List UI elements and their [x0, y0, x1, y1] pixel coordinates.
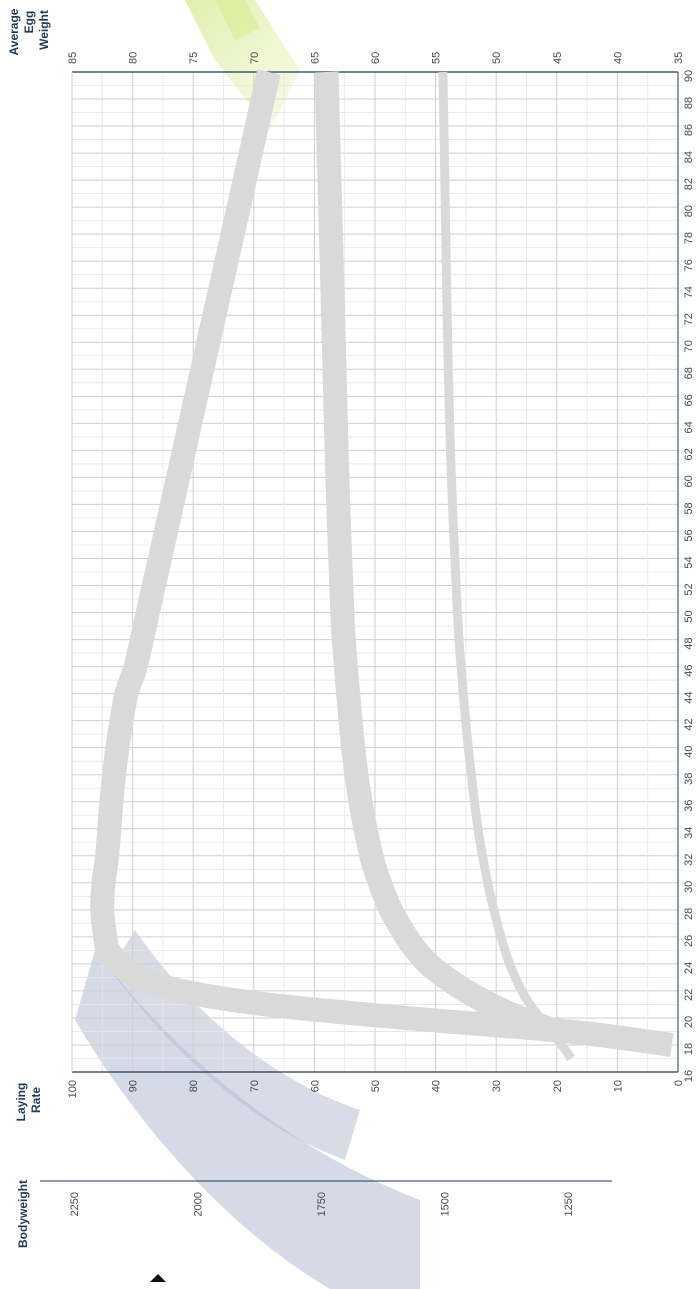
laying-rate-tick-label: 20: [552, 1080, 564, 1092]
laying-rate-tick-label: 40: [431, 1080, 443, 1092]
x-tick-label: 28: [683, 908, 695, 920]
x-tick-label: 84: [683, 151, 695, 163]
laying-rate-tick-label: 30: [491, 1080, 503, 1092]
x-tick-label: 20: [683, 1016, 695, 1028]
x-tick-label: 80: [683, 205, 695, 217]
egg-weight-tick-label: 45: [552, 52, 564, 64]
egg-weight-title-line1: Average: [7, 8, 21, 55]
laying-rate-tick-label: 10: [612, 1080, 624, 1092]
bodyweight-tick-label: 2250: [69, 1192, 81, 1216]
plot-frame: [71, 71, 679, 1073]
x-tick-label: 46: [683, 664, 695, 676]
egg-weight-title-line2: Egg: [22, 11, 36, 34]
x-tick-label: 52: [683, 583, 695, 595]
x-tick-label: 56: [683, 529, 695, 541]
bodyweight-tick-label: 1500: [440, 1192, 452, 1216]
x-tick-label: 40: [683, 746, 695, 758]
egg-weight-tick-label: 50: [491, 52, 503, 64]
x-tick-label: 86: [683, 124, 695, 136]
series-line-1: [90, 69, 674, 1057]
x-tick-label: 60: [683, 475, 695, 487]
egg-weight-tick-label: 70: [249, 52, 261, 64]
x-tick-label: 26: [683, 935, 695, 947]
x-tick-label: 74: [683, 286, 695, 298]
x-tick-label: 82: [683, 178, 695, 190]
x-tick-label: 30: [683, 881, 695, 893]
x-tick-label: 32: [683, 854, 695, 866]
bodyweight-title: Bodyweight: [16, 1180, 30, 1248]
egg-weight-tick-label: 75: [188, 52, 200, 64]
x-tick-label: 34: [683, 827, 695, 839]
x-axis-ticks: 16 18 20 22 24 26 28 30 32 34 36 38 40 42 44 46 48 50 52 54…: [683, 70, 695, 1082]
x-tick-label: 76: [683, 259, 695, 271]
x-tick-label: 58: [683, 502, 695, 514]
x-tick-label: 62: [683, 448, 695, 460]
x-tick-label: 64: [683, 421, 695, 433]
laying-rate-tick-label: 90: [128, 1080, 140, 1092]
laying-rate-ticks: 0 10 20 30 40 50 60 70 80 90 100: [67, 1080, 685, 1098]
egg-weight-tick-label: 40: [612, 52, 624, 64]
egg-weight-title-line3: Weight: [37, 10, 51, 50]
series-layer: [90, 69, 674, 1062]
x-tick-label: 24: [683, 962, 695, 974]
x-tick-label: 50: [683, 610, 695, 622]
laying-rate-title-line2: Rate: [29, 1087, 43, 1113]
x-tick-label: 70: [683, 340, 695, 352]
egg-weight-tick-label: 80: [128, 52, 140, 64]
laying-rate-tick-label: 0: [673, 1080, 685, 1086]
x-tick-label: 42: [683, 719, 695, 731]
bodyweight-ticks: 2250 2000 1750 1500 1250: [69, 1192, 575, 1216]
series-line-3: [438, 71, 575, 1062]
x-tick-label: 38: [683, 773, 695, 785]
x-tick-label: 54: [683, 556, 695, 568]
bodyweight-tick-label: 1750: [316, 1192, 328, 1216]
x-tick-label: 48: [683, 637, 695, 649]
egg-weight-tick-label: 55: [431, 52, 443, 64]
egg-weight-ticks: 35 40 45 50 55 60 65 70 75 80 85: [67, 52, 685, 64]
bodyweight-tick-label: 1250: [563, 1192, 575, 1216]
laying-rate-title-line1: Laying: [14, 1083, 28, 1122]
laying-rate-tick-label: 60: [309, 1080, 321, 1092]
x-tick-label: 78: [683, 232, 695, 244]
egg-weight-tick-label: 65: [309, 52, 321, 64]
x-tick-label: 88: [683, 97, 695, 109]
laying-rate-tick-label: 100: [67, 1080, 79, 1098]
laying-rate-tick-label: 70: [249, 1080, 261, 1092]
series-line-2: [314, 71, 562, 1043]
x-tick-label: 68: [683, 367, 695, 379]
laying-rate-tick-label: 80: [188, 1080, 200, 1092]
laying-rate-tick-label: 50: [370, 1080, 382, 1092]
egg-weight-tick-label: 35: [673, 52, 685, 64]
watermark-green-leaf-small: [215, 0, 260, 40]
x-tick-label: 72: [683, 313, 695, 325]
x-tick-label: 90: [683, 70, 695, 82]
x-tick-label: 44: [683, 691, 695, 703]
x-tick-label: 16: [683, 1070, 695, 1082]
x-tick-label: 18: [683, 1043, 695, 1055]
bodyweight-tick-label: 2000: [193, 1192, 205, 1216]
arrow-marker-icon: [150, 1274, 166, 1282]
x-tick-label: 36: [683, 800, 695, 812]
egg-weight-tick-label: 85: [67, 52, 79, 64]
watermark-blue-arc: [75, 950, 420, 1289]
x-tick-label: 66: [683, 394, 695, 406]
x-tick-label: 22: [683, 989, 695, 1001]
egg-weight-tick-label: 60: [370, 52, 382, 64]
